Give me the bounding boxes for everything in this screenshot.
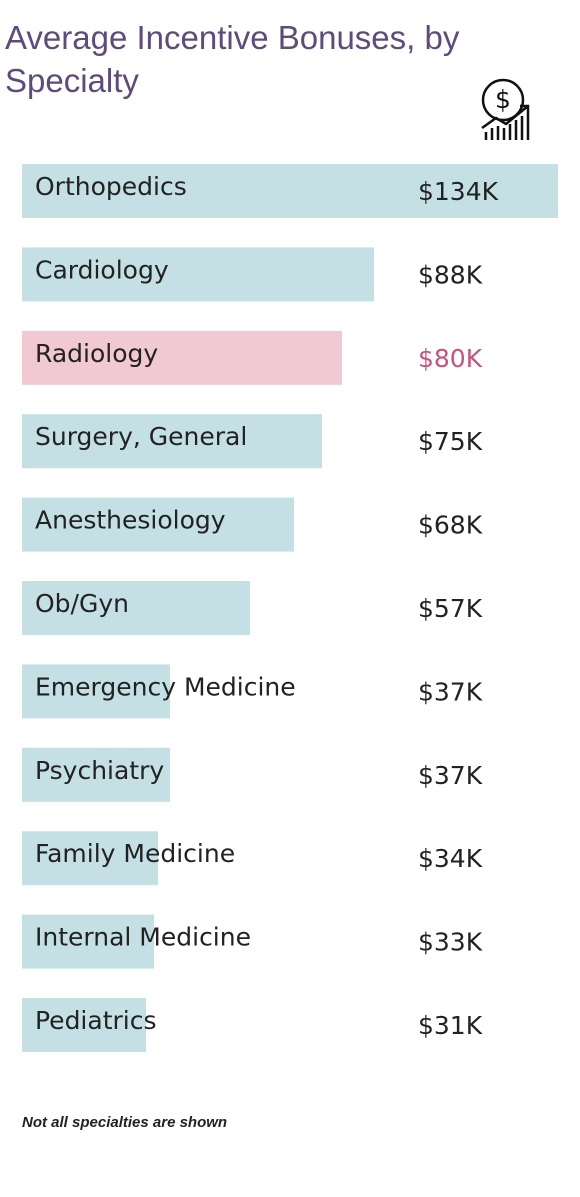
value-label: $88K bbox=[418, 260, 483, 289]
category-label: Anesthesiology bbox=[35, 506, 226, 535]
bar bbox=[22, 664, 170, 719]
category-label: Pediatrics bbox=[35, 1006, 157, 1035]
value-label: $80K bbox=[418, 344, 483, 373]
footnote: Not all specialties are shown bbox=[22, 1114, 228, 1131]
category-label: Orthopedics bbox=[35, 172, 187, 201]
value-label: $34K bbox=[418, 844, 483, 873]
bar bbox=[22, 914, 154, 969]
value-label: $75K bbox=[418, 427, 483, 456]
svg-text:$: $ bbox=[495, 85, 511, 114]
value-label: $37K bbox=[418, 761, 483, 790]
bar bbox=[22, 414, 322, 469]
category-label: Internal Medicine bbox=[35, 923, 251, 952]
bonus-icon: $ bbox=[481, 78, 530, 140]
category-label: Radiology bbox=[35, 339, 158, 368]
value-label: $33K bbox=[418, 928, 483, 957]
bar bbox=[22, 497, 294, 552]
bar bbox=[22, 747, 170, 802]
value-label: $37K bbox=[418, 677, 483, 706]
chart: $ Orthopedics $134K Cardiology $88K Radiolog… bbox=[22, 78, 558, 1052]
bar bbox=[22, 330, 342, 385]
category-label: Cardiology bbox=[35, 255, 169, 284]
category-label: Family Medicine bbox=[35, 839, 235, 868]
category-label: Emergency Medicine bbox=[35, 672, 296, 701]
bar bbox=[22, 581, 250, 635]
value-label: $57K bbox=[418, 594, 483, 623]
bar bbox=[22, 164, 558, 218]
value-label: $68K bbox=[418, 511, 483, 540]
bar bbox=[22, 831, 158, 886]
bar bbox=[22, 998, 146, 1052]
bar bbox=[22, 247, 374, 302]
value-label: $31K bbox=[418, 1011, 483, 1040]
chart-title: Average Incentive Bonuses, by Specialty bbox=[5, 19, 460, 99]
category-label: Ob/Gyn bbox=[35, 589, 129, 618]
value-label: $134K bbox=[418, 177, 499, 206]
category-label: Psychiatry bbox=[35, 756, 164, 785]
category-label: Surgery, General bbox=[35, 422, 247, 451]
